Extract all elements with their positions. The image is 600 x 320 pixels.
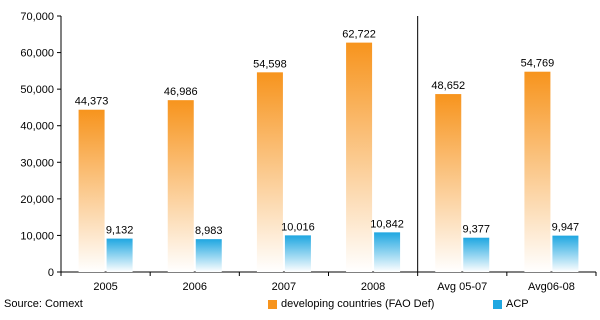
bar-developing-countries — [256, 72, 283, 272]
y-tick-label: 10,000 — [20, 230, 54, 242]
bar-developing-countries — [524, 71, 551, 273]
bar-developing-countries — [435, 94, 462, 272]
data-label: 54,598 — [253, 58, 287, 70]
data-label: 10,016 — [281, 221, 315, 233]
y-tick-label: 70,000 — [20, 11, 54, 23]
data-label: 8,983 — [195, 225, 223, 237]
bar-acp — [284, 235, 311, 272]
y-tick-label: 30,000 — [20, 157, 54, 169]
data-label: 44,373 — [75, 96, 109, 108]
bar-developing-countries — [167, 100, 194, 272]
bar-developing-countries — [346, 42, 373, 272]
y-tick-label: 20,000 — [20, 194, 54, 206]
legend-label: developing countries (FAO Def) — [281, 298, 435, 310]
bar-acp — [106, 238, 133, 272]
data-label: 54,769 — [521, 58, 555, 70]
data-label: 9,377 — [462, 224, 490, 236]
bar-acp — [195, 239, 222, 272]
data-label: 62,722 — [342, 29, 376, 41]
y-tick-label: 50,000 — [20, 84, 54, 96]
bar-acp — [552, 235, 579, 272]
legend-item-developing-countries: developing countries (FAO Def) — [268, 298, 434, 310]
bar-acp — [374, 232, 401, 272]
x-tick-label: 2008 — [361, 281, 385, 293]
x-tick-label: Avg06-08 — [528, 281, 575, 293]
bar-chart: 0 10,000 20,000 30,000 40,000 50,000 60,000 70,… — [20, 11, 597, 293]
source-note: Source: Comext — [4, 298, 83, 310]
data-label: 46,986 — [164, 86, 198, 98]
x-tick-label: 2007 — [272, 281, 296, 293]
data-label: 48,652 — [431, 80, 465, 92]
legend-swatch-blue — [493, 299, 502, 309]
data-label: 9,947 — [552, 222, 580, 234]
y-tick-label: 40,000 — [20, 121, 54, 133]
bar-developing-countries — [78, 109, 105, 272]
y-tick-label: 0 — [48, 267, 54, 279]
legend-swatch-orange — [268, 299, 277, 309]
y-tick-label: 60,000 — [20, 48, 54, 60]
x-tick-label: 2005 — [93, 281, 117, 293]
legend-item-acp: ACP — [493, 298, 529, 310]
bar-acp — [463, 237, 490, 272]
data-label: 9,132 — [106, 225, 134, 237]
data-label: 10,842 — [370, 218, 404, 230]
x-tick-label: 2006 — [183, 281, 207, 293]
x-tick-label: Avg 05-07 — [437, 281, 487, 293]
legend-label: ACP — [506, 298, 529, 310]
